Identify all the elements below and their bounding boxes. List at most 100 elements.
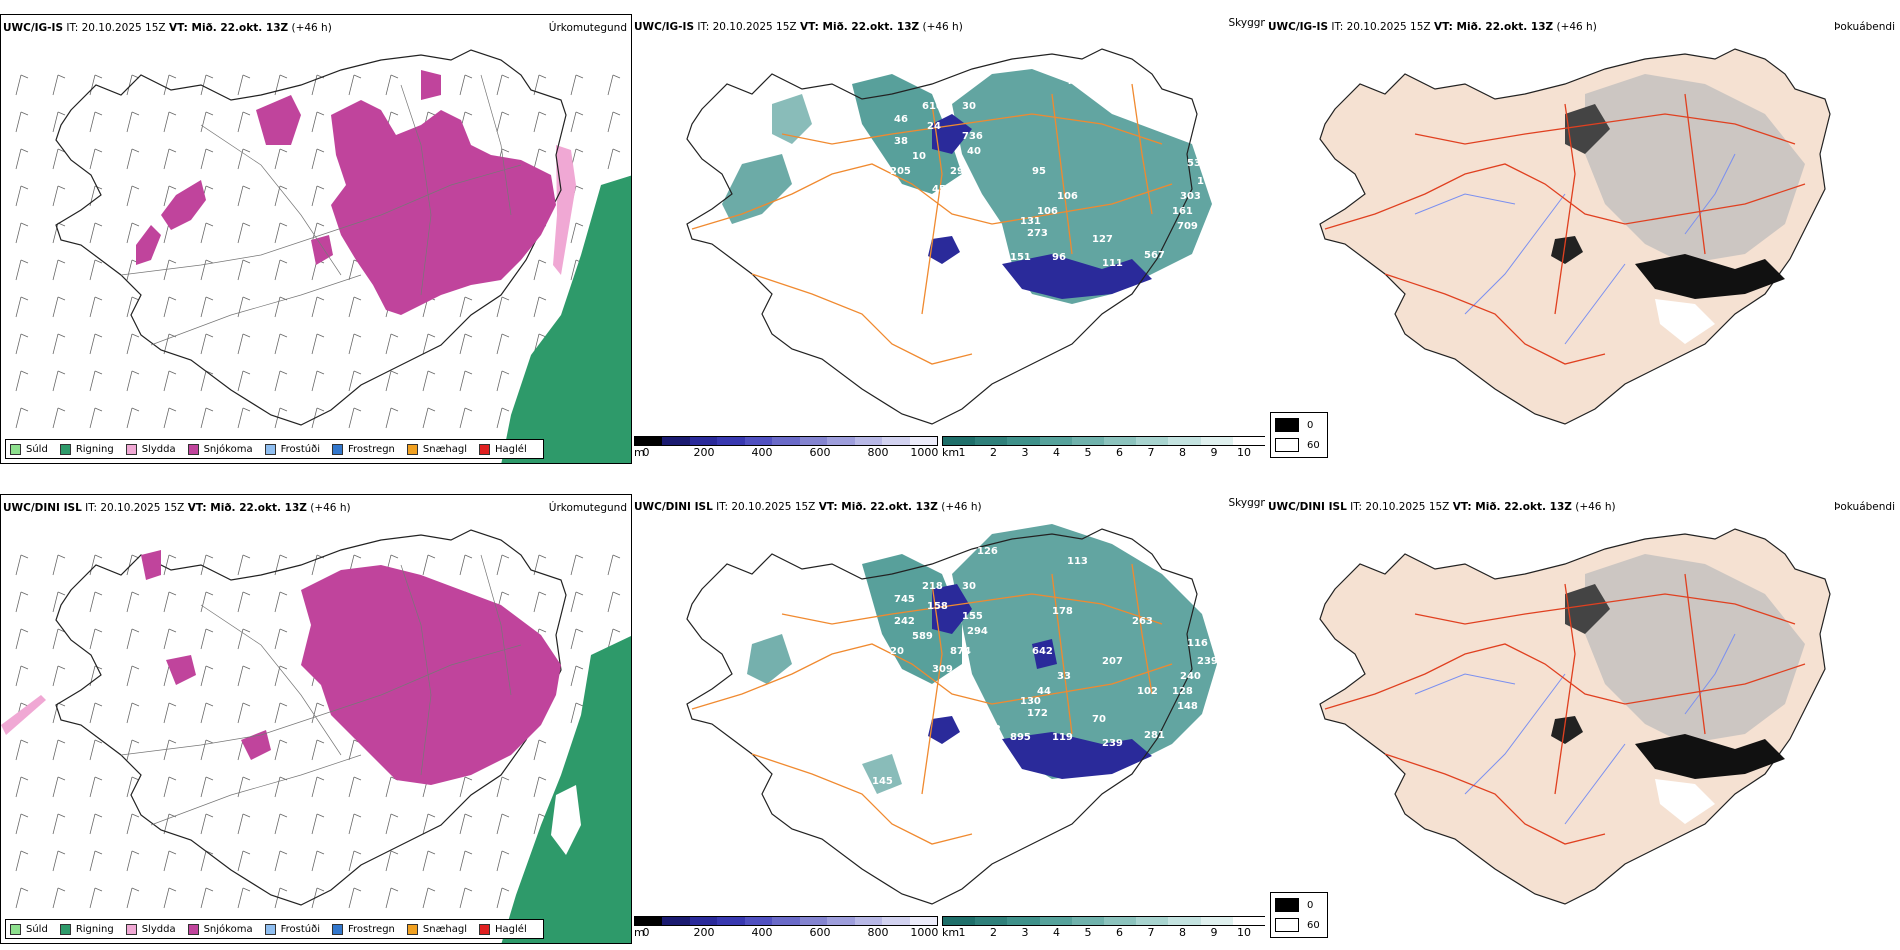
wind-barb <box>607 591 614 613</box>
ceiling-bin <box>772 437 800 445</box>
init-time: IT: 20.10.2025 15Z <box>716 501 816 513</box>
wind-barb-flag <box>316 74 325 79</box>
ceiling-bin <box>689 437 718 445</box>
wind-barb-flag <box>279 887 288 892</box>
visibility-bin <box>1039 437 1072 445</box>
wind-barb <box>274 185 281 207</box>
wind-barb <box>237 591 244 613</box>
ceiling-value-label: 106 <box>1037 206 1058 217</box>
teal-area-west-row1 <box>722 154 792 224</box>
wind-barb <box>348 333 355 355</box>
wind-barb-flag <box>57 296 66 301</box>
wind-barb-flag <box>57 887 66 892</box>
wind-barb <box>52 554 59 576</box>
wind-barb <box>126 148 133 170</box>
ceiling-tick: 0 <box>642 926 650 939</box>
wind-barb <box>348 74 355 96</box>
wind-barb <box>459 74 466 96</box>
wind-barb-flag <box>390 370 399 375</box>
wind-barb-flag <box>464 554 473 559</box>
wind-barb-flag <box>131 185 140 190</box>
ceiling-value-label: 44 <box>1037 686 1051 697</box>
ceiling-tick: 800 <box>867 926 889 939</box>
wind-barb <box>422 850 429 872</box>
ceiling-value-label: 148 <box>1177 701 1198 712</box>
visibility-ticks: 1 2 3 4 5 6 7 8 9 10 <box>959 446 1262 460</box>
model-label: UWC/IG-IS <box>3 22 64 34</box>
wind-barb <box>311 333 318 355</box>
legend-swatch <box>479 443 491 455</box>
legend-label: Rigning <box>75 923 114 935</box>
wind-barb <box>15 776 22 798</box>
fog-legend-swatch <box>1275 438 1299 452</box>
wind-barb-flag <box>57 628 66 633</box>
wind-barb-flag <box>205 776 214 781</box>
wind-barb-flag <box>20 111 29 116</box>
wind-barb-flag <box>575 185 584 190</box>
wind-barb-flag <box>612 74 621 79</box>
wind-barb-flag <box>168 554 177 559</box>
wind-barb <box>126 702 133 724</box>
fog-map-row2 <box>1319 528 1831 905</box>
legend-item: Slydda <box>125 443 176 455</box>
wind-barb-flag <box>279 333 288 338</box>
visibility-tick: 3 <box>1021 446 1029 459</box>
wind-barb-flag <box>316 702 325 707</box>
ceiling-value-label: 589 <box>912 631 933 642</box>
wind-barb <box>52 407 59 429</box>
valid-time: VT: Mið. 22.okt. 13Z <box>168 22 289 34</box>
wind-barb-flag <box>131 850 140 855</box>
wind-barb-flag <box>205 296 214 301</box>
model-label: UWC/DINI ISL <box>1268 501 1347 513</box>
wind-barb <box>237 628 244 650</box>
ceiling-value-label: 102 <box>1137 686 1158 697</box>
wind-barb <box>274 333 281 355</box>
wind-barb-flag <box>94 370 103 375</box>
wind-barb-flag <box>353 887 362 892</box>
visibility-bin <box>1168 917 1201 925</box>
ceiling-bin <box>662 917 690 925</box>
wind-barb <box>15 665 22 687</box>
fog-dark-blob-row2 <box>1551 716 1583 744</box>
snow-area-row2 <box>301 565 561 785</box>
wind-barb-flag <box>168 185 177 190</box>
snow-area-row1 <box>331 100 556 315</box>
ceiling-bin <box>744 917 773 925</box>
wind-barb-flag <box>131 296 140 301</box>
visibility-bin <box>975 917 1008 925</box>
wind-barb-flag <box>57 111 66 116</box>
wind-barb <box>459 776 466 798</box>
wind-barb <box>311 702 318 724</box>
wind-barb-flag <box>205 222 214 227</box>
visibility-bin <box>1104 917 1137 925</box>
teal-area-nw-row1 <box>772 94 812 144</box>
ceiling-bin <box>799 437 828 445</box>
wind-barb <box>348 296 355 318</box>
wind-barb <box>348 407 355 429</box>
wind-barb <box>52 665 59 687</box>
fog-legend-label: 60 <box>1307 439 1320 451</box>
wind-barb <box>385 370 392 392</box>
wind-barb <box>496 887 503 909</box>
wind-barb <box>163 665 170 687</box>
wind-barb-flag <box>612 148 621 153</box>
visibility-unit: km <box>942 446 960 459</box>
ceiling-tick: 1000 <box>910 446 939 459</box>
visibility-bin <box>1200 437 1233 445</box>
wind-barb <box>533 813 540 835</box>
fog-legend-item: 60 <box>1275 438 1320 452</box>
wind-barb-flag <box>20 148 29 153</box>
wind-barb <box>422 887 429 909</box>
visibility-ticks: 1 2 3 4 5 6 7 8 9 10 <box>959 926 1262 940</box>
wind-barb-flag <box>279 554 288 559</box>
lead-time: (+46 h) <box>922 21 963 33</box>
fog-legend-row2: 0 60 <box>1270 892 1328 938</box>
wind-barb <box>52 222 59 244</box>
wind-barb-flag <box>575 111 584 116</box>
wind-barb-flag <box>390 813 399 818</box>
wind-barb-flag <box>242 185 251 190</box>
ceiling-tick: 0 <box>642 446 650 459</box>
wind-barb <box>459 887 466 909</box>
visibility-colorbar-strip <box>942 436 1266 446</box>
roads-row1 <box>120 74 522 346</box>
